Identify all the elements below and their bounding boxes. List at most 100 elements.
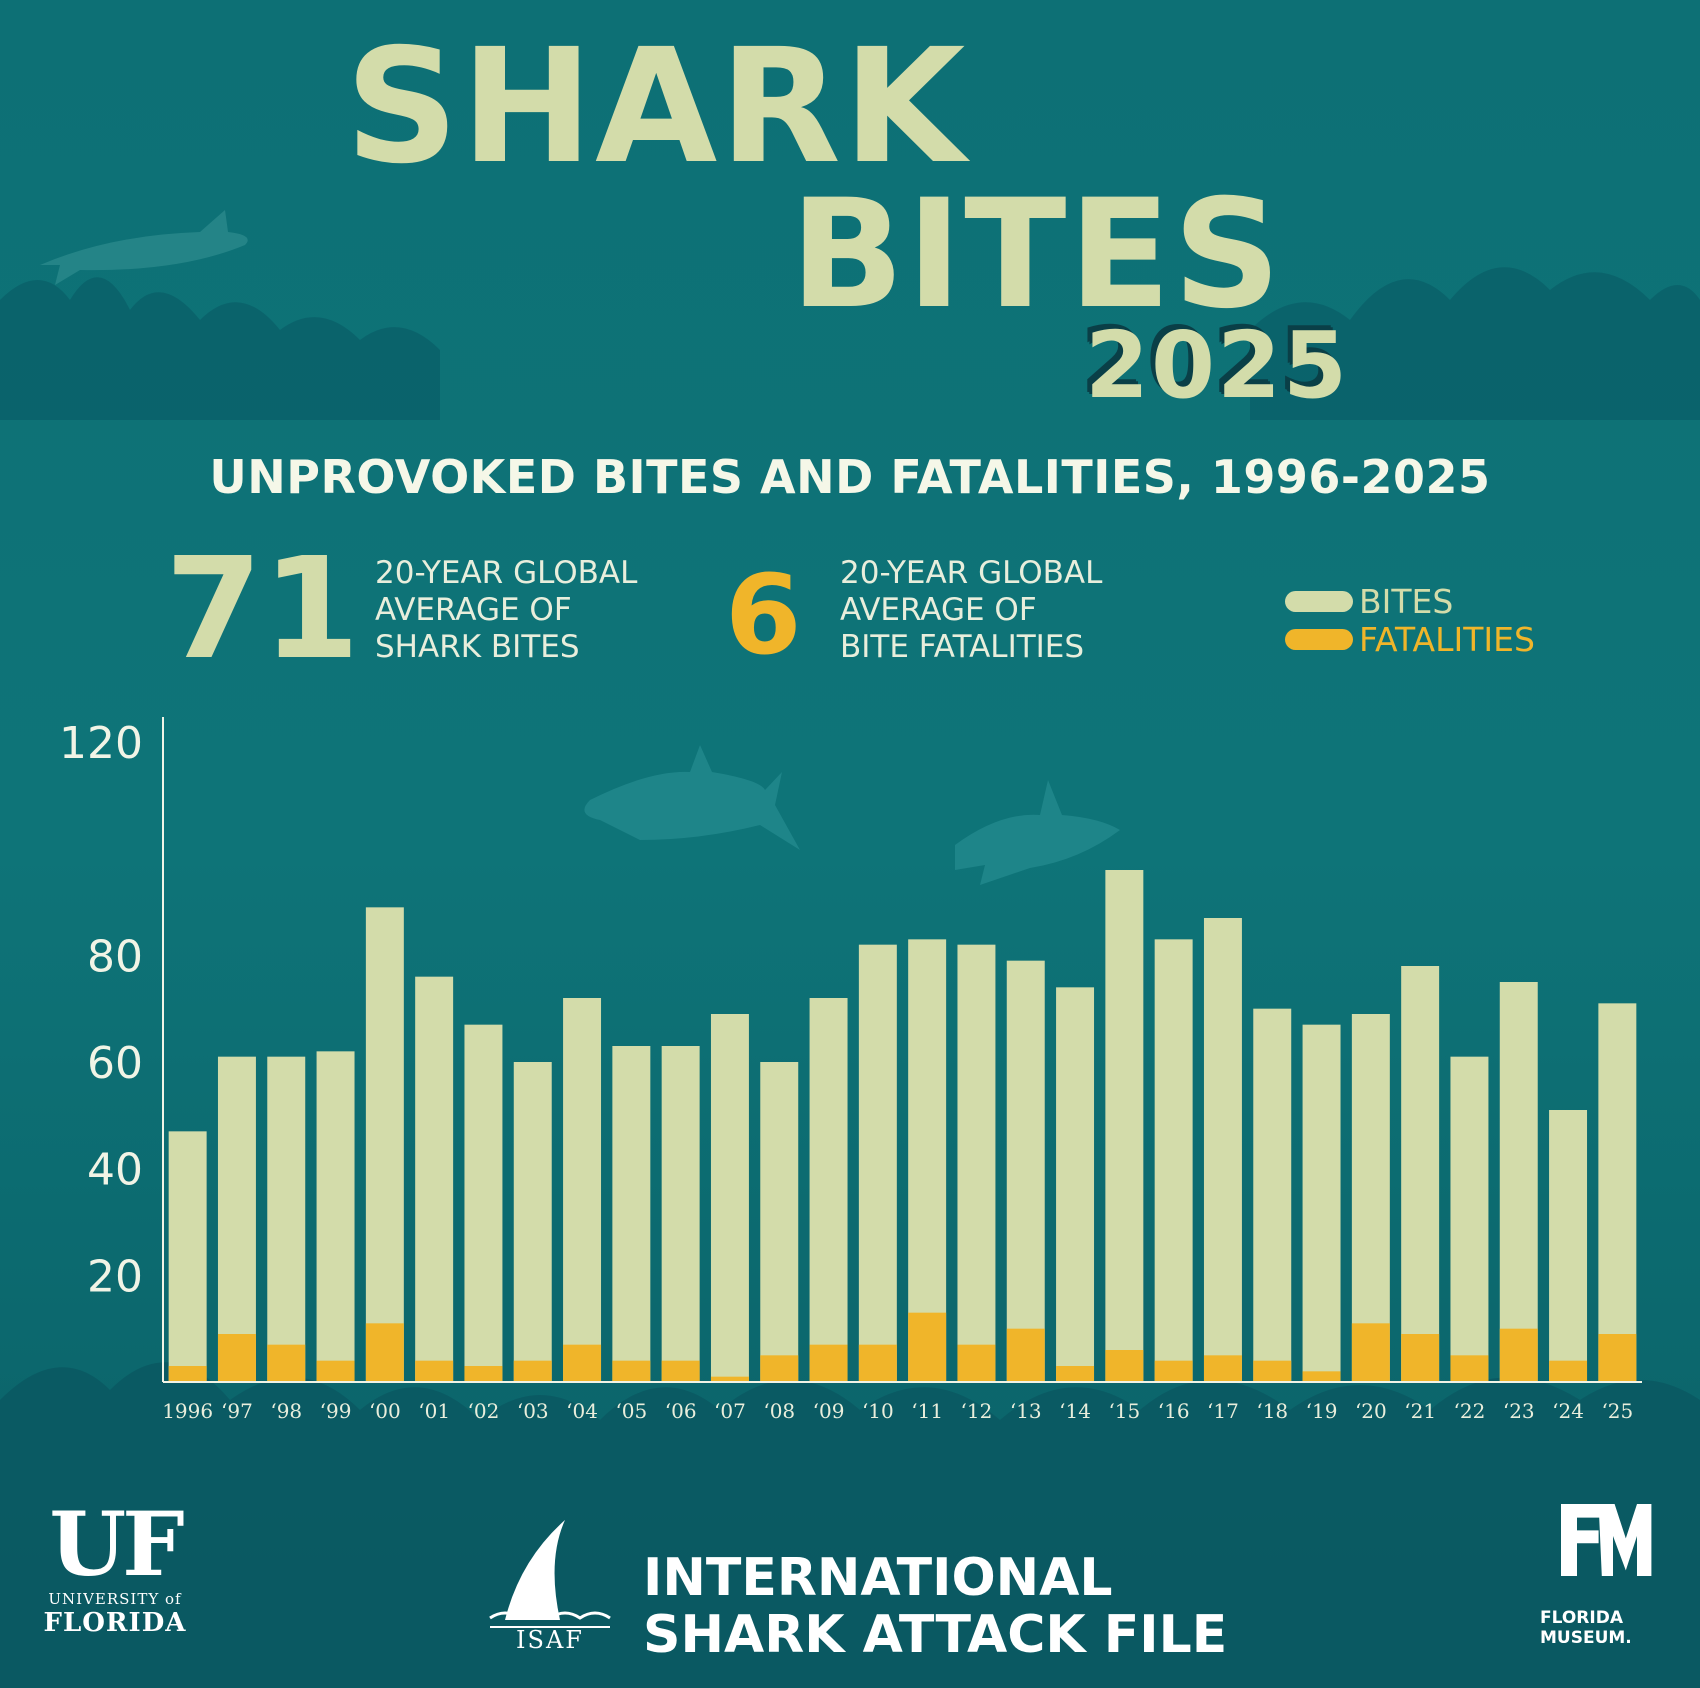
title-shark: SHARK [345,15,968,199]
y-tick-label: 20 [87,1251,143,1302]
bar-bites-23 [1302,1024,1341,1382]
florida-museum-logo [1561,1504,1652,1576]
bar-fatalities-17 [1006,1328,1045,1382]
bar-bites-1 [217,1056,256,1382]
bar-fatalities-26 [1450,1355,1489,1382]
x-tick-label: ‘25 [1601,1399,1633,1423]
shark-silhouette-mid [584,745,1120,885]
fm-line2: MUSEUM. [1540,1628,1632,1648]
legend-label-fatalities: FATALITIES [1359,619,1535,659]
avg-fatalities-label-line1: 20-YEAR GLOBAL [840,555,1103,591]
shark-silhouette-left [40,210,248,285]
bar-bites-12 [760,1062,799,1382]
uf-florida-text: FLORIDA [43,1608,187,1638]
legend-item-bites: BITES [1285,582,1535,621]
bar-bites-17 [1006,960,1045,1382]
y-tick-label: 80 [87,931,143,982]
bar-bites-26 [1450,1056,1489,1382]
bar-bites-22 [1253,1008,1292,1382]
y-axis-ticks: 20 40 60 80 120 [59,718,143,1302]
x-tick-label: ‘20 [1355,1399,1387,1423]
bar-fatalities-24 [1351,1323,1390,1382]
legend-swatch-bites [1285,590,1353,612]
bar-fatalities-28 [1549,1360,1588,1382]
bar-bites-8 [563,998,602,1382]
x-tick-label: ‘05 [615,1399,647,1423]
y-tick-label: 120 [59,718,143,769]
bar-bites-24 [1351,1014,1390,1382]
bar-fatalities-10 [661,1360,700,1382]
bar-fatalities-7 [513,1360,552,1382]
bar-fatalities-5 [415,1360,454,1382]
x-tick-label: ‘03 [517,1399,549,1423]
x-tick-label: ‘00 [369,1399,401,1423]
bar-fatalities-11 [710,1376,749,1382]
x-tick-label: ‘06 [665,1399,697,1423]
bar-fatalities-2 [267,1344,306,1382]
x-tick-label: ‘01 [418,1399,450,1423]
bar-bites-4 [365,907,404,1382]
bar-bites-10 [661,1046,700,1382]
isaf-title: INTERNATIONAL SHARK ATTACK FILE [643,1550,1227,1664]
bar-fatalities-6 [464,1366,503,1382]
uf-university-text: UNIVERSITY of [48,1590,182,1608]
y-tick-label: 40 [87,1145,143,1196]
x-tick-label: ‘10 [862,1399,894,1423]
bar-bites-27 [1499,982,1538,1382]
title-year: 2025 [1085,312,1350,419]
bar-fatalities-18 [1056,1366,1095,1382]
bar-bites-16 [957,944,996,1382]
coral-top [0,267,1700,420]
x-tick-label: ‘12 [961,1399,993,1423]
chart-legend: BITES FATALITIES [1285,582,1535,659]
x-tick-label: ‘23 [1503,1399,1535,1423]
bar-bites-15 [908,939,947,1382]
x-tick-label: ‘07 [714,1399,746,1423]
isaf-title-line2: SHARK ATTACK FILE [643,1605,1228,1665]
bar-bites-19 [1105,870,1144,1382]
legend-item-fatalities: FATALITIES [1285,619,1535,659]
bar-bites-29 [1598,1003,1637,1382]
avg-fatalities-label: 20-YEAR GLOBAL AVERAGE OF BITE FATALITIE… [840,555,1102,666]
isaf-abbr: ISAF [516,1626,584,1650]
avg-fatalities-value: 6 [725,551,802,679]
bar-bites-14 [858,944,897,1382]
avg-fatalities-label-line2: AVERAGE OF [840,592,1037,628]
coral-bottom [0,1362,1700,1688]
x-tick-label: ‘17 [1207,1399,1239,1423]
x-tick-label: ‘22 [1454,1399,1486,1423]
bar-fatalities-19 [1105,1350,1144,1382]
bar-fatalities-1 [217,1334,256,1382]
x-tick-label: ‘04 [566,1399,598,1423]
bar-bites-11 [710,1014,749,1382]
x-axis-ticks: 1996 ‘97 ‘98 ‘99 ‘00 ‘01 ‘02 ‘03 ‘04 ‘05 ‘06 ‘07 ‘08… [162,1399,1633,1423]
x-tick-label: ‘11 [911,1399,943,1423]
bar-bites-9 [612,1046,651,1382]
bar-bites-18 [1056,987,1095,1382]
bar-fatalities-3 [316,1360,355,1382]
x-tick-label: ‘98 [270,1399,302,1423]
bar-fatalities-13 [809,1344,848,1382]
x-tick-label: ‘14 [1059,1399,1091,1423]
uf-logo: UF UNIVERSITY of FLORIDA [40,1500,190,1638]
x-tick-label: ‘15 [1108,1399,1140,1423]
bar-bites-2 [267,1056,306,1382]
isaf-fin-logo: ISAF [489,1520,611,1650]
bar-bites-7 [513,1062,552,1382]
bar-fatalities-14 [858,1344,897,1382]
bar-fatalities-8 [563,1344,602,1382]
avg-bites-value: 71 [165,528,360,691]
bar-bites-0 [168,1131,207,1382]
bar-fatalities-9 [612,1360,651,1382]
bar-fatalities-21 [1203,1355,1242,1382]
fm-line1: FLORIDA [1540,1608,1623,1628]
bar-fatalities-29 [1598,1334,1637,1382]
x-tick-label: ‘97 [221,1399,253,1423]
x-tick-label: ‘99 [320,1399,352,1423]
bar-fatalities-12 [760,1355,799,1382]
x-tick-label: ‘08 [763,1399,795,1423]
avg-bites-label-line3: SHARK BITES [375,629,580,665]
bar-fatalities-27 [1499,1328,1538,1382]
